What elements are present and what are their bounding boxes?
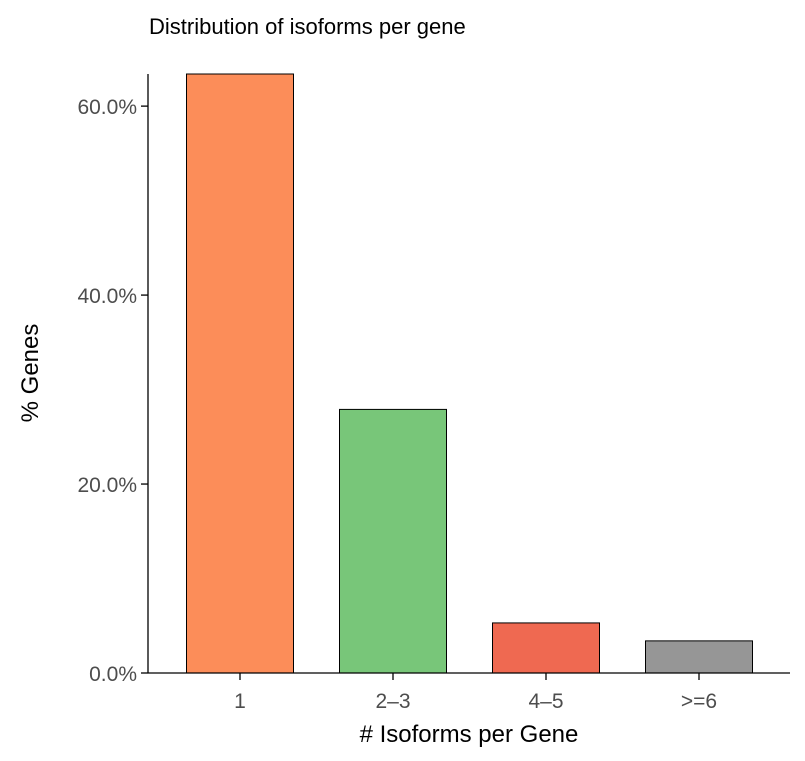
x-tick-label-1: 1: [234, 690, 246, 713]
y-tick-label-3: 40.0%: [77, 285, 137, 308]
chart-title: Distribution of isoforms per gene: [149, 14, 466, 39]
bar-2: [339, 408, 447, 674]
y-ticks-group: 0.0% 20.0% 40.0% 60.0%: [77, 96, 148, 686]
bars-group: [186, 73, 753, 674]
x-tick-label-2: 2–3: [375, 690, 410, 713]
y-tick-label-2: 20.0%: [77, 474, 137, 497]
y-tick-label-4: 60.0%: [77, 96, 137, 119]
x-tick-label-3: 4–5: [528, 690, 563, 713]
y-tick-label-1: 0.0%: [89, 663, 137, 686]
bar-4: [645, 640, 753, 674]
x-axis-title: # Isoforms per Gene: [360, 721, 579, 748]
x-ticks-group: 1 2–3 4–5 >=6: [234, 673, 717, 713]
bar-1: [186, 73, 294, 674]
y-axis-title: % Genes: [17, 324, 44, 423]
bar-3: [492, 622, 600, 674]
x-tick-label-4: >=6: [681, 690, 717, 713]
